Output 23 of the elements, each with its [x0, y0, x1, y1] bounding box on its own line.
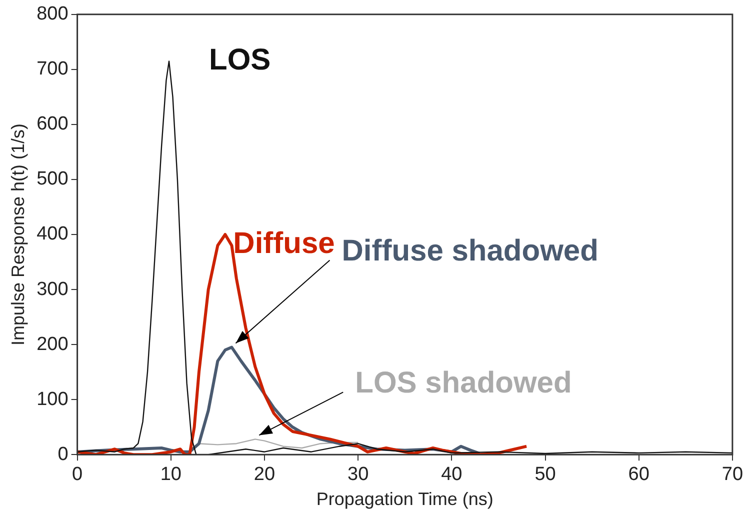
y-tick-label: 800	[36, 4, 68, 25]
x-tick-label: 40	[441, 464, 462, 486]
y-tick-label: 600	[36, 114, 68, 135]
y-tick-label: 400	[36, 224, 68, 245]
x-tick-label: 30	[348, 464, 369, 486]
x-tick-label: 20	[254, 464, 276, 486]
series-label: LOS	[209, 43, 271, 76]
x-tick-label: 10	[160, 464, 182, 486]
y-tick-label: 0	[58, 444, 68, 465]
y-tick-label: 200	[36, 334, 68, 355]
y-tick-label: 700	[36, 58, 68, 80]
y-tick-label: 500	[36, 168, 68, 190]
y-tick-label: 300	[36, 278, 68, 300]
x-axis-title: Propagation Time (ns)	[316, 489, 494, 510]
y-tick-label: 100	[36, 388, 68, 410]
x-tick-label: 60	[628, 464, 650, 486]
series-label: Diffuse	[233, 226, 335, 260]
x-tick-label: 0	[72, 464, 83, 486]
x-tick-label: 50	[534, 464, 556, 486]
text: Diffuse shadowed	[342, 234, 598, 268]
series-label: LOS shadowed	[355, 366, 572, 400]
y-axis-title: Impulse Response h(t) (1/s)	[8, 123, 28, 346]
x-tick-label: 70	[722, 464, 744, 486]
